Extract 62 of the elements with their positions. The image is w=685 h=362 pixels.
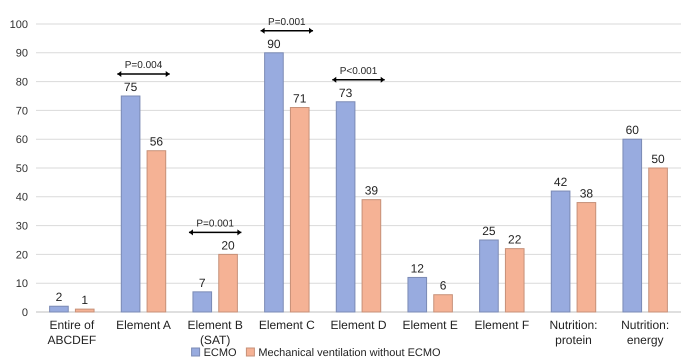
bar xyxy=(479,240,499,312)
data-label: 38 xyxy=(580,186,594,201)
data-label: 60 xyxy=(626,123,640,138)
bar xyxy=(192,291,212,312)
data-label: 75 xyxy=(124,80,138,94)
bar xyxy=(407,276,428,312)
bar xyxy=(146,150,166,312)
bar xyxy=(362,199,382,312)
annotation: P=0.004 xyxy=(124,60,163,71)
bar xyxy=(218,254,238,312)
y-tick-label: 60 xyxy=(16,134,28,146)
data-label: 25 xyxy=(482,224,496,238)
data-label: 6 xyxy=(440,278,447,293)
bar xyxy=(336,101,356,312)
y-tick-label: 90 xyxy=(16,48,28,60)
y-tick-label: 80 xyxy=(16,76,28,88)
data-label: 12 xyxy=(410,261,424,276)
data-label: 73 xyxy=(338,86,353,100)
bar xyxy=(648,168,668,312)
data-label: 39 xyxy=(364,184,378,198)
x-tick-label: Element D xyxy=(330,318,387,332)
annotation: P=0.001 xyxy=(196,218,234,230)
y-tick-label: 10 xyxy=(16,278,28,290)
x-tick-label: Element C xyxy=(258,318,316,332)
x-tick-label: Element E xyxy=(402,318,458,332)
y-tick-label: 100 xyxy=(10,18,28,31)
x-tick-label: Nutrition: protein xyxy=(549,318,598,347)
y-tick-label: 50 xyxy=(16,162,28,175)
data-label: 1 xyxy=(81,293,88,308)
data-label: 7 xyxy=(198,276,206,290)
annotation: P<0.001 xyxy=(340,66,378,77)
y-tick-label: 20 xyxy=(16,249,28,262)
data-label: 71 xyxy=(293,92,307,106)
y-tick-label: 0 xyxy=(22,306,28,319)
y-tick-label: 40 xyxy=(16,192,28,204)
bar xyxy=(120,96,140,312)
bar xyxy=(49,306,69,312)
x-tick-label: Entire of ABCDEF xyxy=(47,318,96,347)
x-tick-label: Element A xyxy=(116,318,171,332)
bar xyxy=(264,52,284,312)
data-label: 56 xyxy=(150,134,164,149)
bar xyxy=(504,248,525,312)
data-label: 20 xyxy=(221,238,236,252)
legend-label: Mechanical ventilation without ECMO xyxy=(258,346,442,359)
y-tick-label: 70 xyxy=(16,105,28,118)
data-label: 50 xyxy=(651,152,666,166)
bar xyxy=(433,294,453,312)
x-tick-label: Element F xyxy=(474,318,530,332)
bar xyxy=(622,138,642,312)
legend-label: ECMO xyxy=(204,346,238,359)
data-label: 42 xyxy=(554,175,568,190)
bar xyxy=(550,190,570,312)
data-label: 22 xyxy=(508,232,522,247)
x-tick-label: Nutrition: energy xyxy=(621,318,670,347)
bar xyxy=(576,202,596,312)
x-tick-label: Element B (SAT) xyxy=(187,318,243,347)
bar xyxy=(74,308,95,312)
bar xyxy=(290,107,310,312)
annotation: P=0.001 xyxy=(268,16,306,28)
data-label: 90 xyxy=(267,36,281,51)
data-label: 2 xyxy=(56,290,63,304)
y-tick-label: 30 xyxy=(16,220,28,232)
